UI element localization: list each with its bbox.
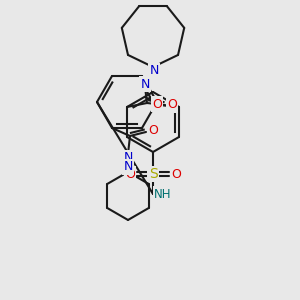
Text: N: N: [140, 77, 150, 91]
Text: O: O: [152, 98, 162, 110]
Text: N: N: [123, 152, 133, 164]
Text: S: S: [148, 167, 158, 181]
Text: N: N: [149, 64, 159, 77]
Text: O: O: [171, 167, 181, 181]
Text: NH: NH: [154, 188, 172, 200]
Text: O: O: [125, 167, 135, 181]
Text: O: O: [148, 124, 158, 137]
Text: O: O: [167, 98, 177, 112]
Text: N: N: [123, 160, 133, 173]
